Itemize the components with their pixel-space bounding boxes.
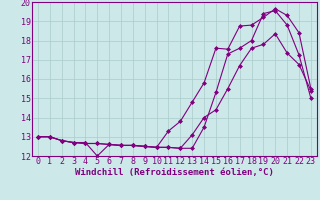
X-axis label: Windchill (Refroidissement éolien,°C): Windchill (Refroidissement éolien,°C): [75, 168, 274, 177]
